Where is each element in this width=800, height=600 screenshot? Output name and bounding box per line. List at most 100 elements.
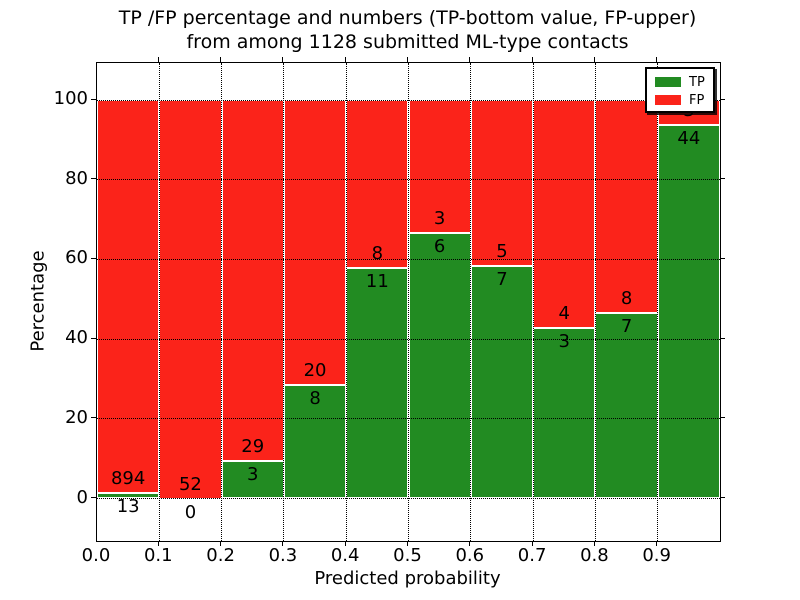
bar-segment-tp bbox=[657, 125, 720, 499]
bar-label-tp: 7 bbox=[496, 269, 508, 291]
bar-label-tp: 3 bbox=[558, 330, 570, 352]
bar-label-fp: 29 bbox=[241, 436, 265, 458]
tick-mark-x bbox=[531, 541, 533, 546]
tick-mark-x bbox=[282, 541, 284, 546]
chart-title: TP /FP percentage and numbers (TP-bottom… bbox=[96, 6, 719, 54]
gridline-vertical bbox=[158, 63, 160, 541]
tick-label-y: 20 bbox=[65, 406, 88, 428]
tick-mark-y bbox=[91, 98, 96, 100]
tick-mark-x bbox=[282, 57, 284, 62]
tick-mark-y bbox=[91, 337, 96, 339]
tick-mark-y bbox=[720, 497, 725, 498]
bar-segment-tp bbox=[346, 267, 409, 499]
bar-segment-tp bbox=[470, 266, 534, 499]
x-axis-label: Predicted probability bbox=[314, 568, 501, 589]
tick-mark-x bbox=[220, 541, 222, 546]
tick-label-x: 0.0 bbox=[81, 545, 111, 566]
tick-label-x: 0.9 bbox=[642, 545, 671, 566]
bar-label-tp: 7 bbox=[620, 315, 633, 337]
legend-item-fp: FP bbox=[655, 91, 713, 109]
tick-mark-x bbox=[656, 57, 658, 62]
tick-mark-x bbox=[469, 57, 471, 62]
tick-mark-x bbox=[656, 541, 658, 546]
tick-label-x: 0.7 bbox=[517, 545, 547, 566]
bar-label-tp: 44 bbox=[677, 128, 701, 150]
tick-mark-y bbox=[91, 257, 96, 259]
bar-segment-fp bbox=[159, 100, 222, 499]
gridline-vertical bbox=[532, 63, 534, 541]
tick-mark-x bbox=[344, 541, 346, 546]
bar-segment-fp bbox=[97, 100, 160, 493]
legend-item-tp: TP bbox=[655, 73, 713, 91]
bar-label-fp: 5 bbox=[496, 241, 508, 263]
bar-label-tp: 13 bbox=[116, 495, 140, 517]
tick-mark-y bbox=[720, 98, 725, 100]
tick-label-x: 0.4 bbox=[330, 545, 360, 566]
tick-mark-x bbox=[344, 57, 346, 62]
tick-label-x: 0.2 bbox=[206, 545, 235, 566]
bar-label-tp: 8 bbox=[309, 387, 321, 409]
bar-segment-fp bbox=[470, 100, 534, 267]
tick-label-y: 100 bbox=[53, 88, 88, 109]
bar-label-fp: 20 bbox=[303, 359, 327, 381]
tick-mark-x bbox=[220, 57, 222, 62]
tick-mark-x bbox=[407, 541, 408, 546]
tick-mark-x bbox=[531, 57, 533, 62]
legend-label-tp: TP bbox=[689, 74, 705, 90]
tick-mark-x bbox=[593, 57, 595, 62]
gridline-vertical bbox=[283, 63, 285, 541]
tick-label-x: 0.6 bbox=[455, 545, 485, 566]
tick-label-y: 60 bbox=[65, 247, 88, 269]
tick-label-x: 0.8 bbox=[580, 545, 609, 566]
tick-mark-x bbox=[407, 57, 408, 62]
plot-area: 8941352029320881136574387344 bbox=[96, 62, 721, 542]
bar-segment-tp bbox=[221, 461, 284, 499]
legend-swatch-tp-icon bbox=[655, 77, 681, 87]
bar-segment-fp bbox=[221, 100, 284, 462]
tick-mark-y bbox=[91, 497, 96, 498]
gridline-vertical bbox=[345, 63, 347, 541]
bar-segment-fp bbox=[533, 100, 596, 328]
tick-label-x: 0.3 bbox=[268, 545, 298, 566]
bar-segment-fp bbox=[283, 100, 347, 385]
bar-label-fp: 8 bbox=[371, 242, 384, 264]
tick-mark-y bbox=[91, 417, 96, 419]
chart-title-line1: TP /FP percentage and numbers (TP-bottom… bbox=[118, 7, 697, 29]
tick-mark-x bbox=[593, 541, 595, 546]
bar-label-tp: 6 bbox=[433, 235, 446, 257]
gridline-vertical bbox=[408, 63, 409, 541]
tick-mark-x bbox=[157, 57, 159, 62]
tick-mark-x bbox=[469, 541, 471, 546]
bar-segment-tp bbox=[283, 384, 347, 499]
bar-label-fp: 4 bbox=[558, 302, 570, 324]
bar-label-fp: 3 bbox=[433, 207, 446, 229]
bar-label-tp: 3 bbox=[247, 464, 259, 486]
bar-label-fp: 8 bbox=[620, 287, 633, 309]
chart-title-line2: from among 1128 submitted ML-type contac… bbox=[186, 31, 629, 53]
tick-label-y: 80 bbox=[65, 167, 88, 189]
tick-label-x: 0.1 bbox=[143, 545, 173, 566]
tick-label-y: 0 bbox=[76, 486, 88, 508]
tick-mark-y bbox=[720, 257, 725, 259]
legend: TP FP bbox=[645, 67, 715, 113]
bar-label-fp: 894 bbox=[110, 467, 146, 489]
gridline-vertical bbox=[594, 63, 596, 541]
bar-segment-tp bbox=[533, 327, 596, 499]
bar-label-tp: 11 bbox=[365, 270, 389, 292]
bar-segment-fp bbox=[408, 100, 471, 233]
bar-segment-fp bbox=[595, 100, 658, 313]
gridline-vertical bbox=[221, 63, 223, 541]
legend-swatch-fp-icon bbox=[655, 95, 681, 105]
tick-mark-y bbox=[720, 337, 725, 339]
tick-label-x: 0.5 bbox=[393, 545, 422, 566]
tick-mark-x bbox=[157, 541, 159, 546]
tick-label-y: 40 bbox=[65, 327, 88, 349]
bar-label-fp: 52 bbox=[178, 473, 202, 495]
bar-label-tp: 0 bbox=[184, 501, 197, 523]
bar-segment-tp bbox=[595, 312, 658, 499]
tick-mark-y bbox=[91, 178, 96, 180]
tick-mark-y bbox=[720, 417, 725, 419]
legend-label-fp: FP bbox=[689, 92, 705, 108]
bar-segment-tp bbox=[408, 232, 471, 499]
